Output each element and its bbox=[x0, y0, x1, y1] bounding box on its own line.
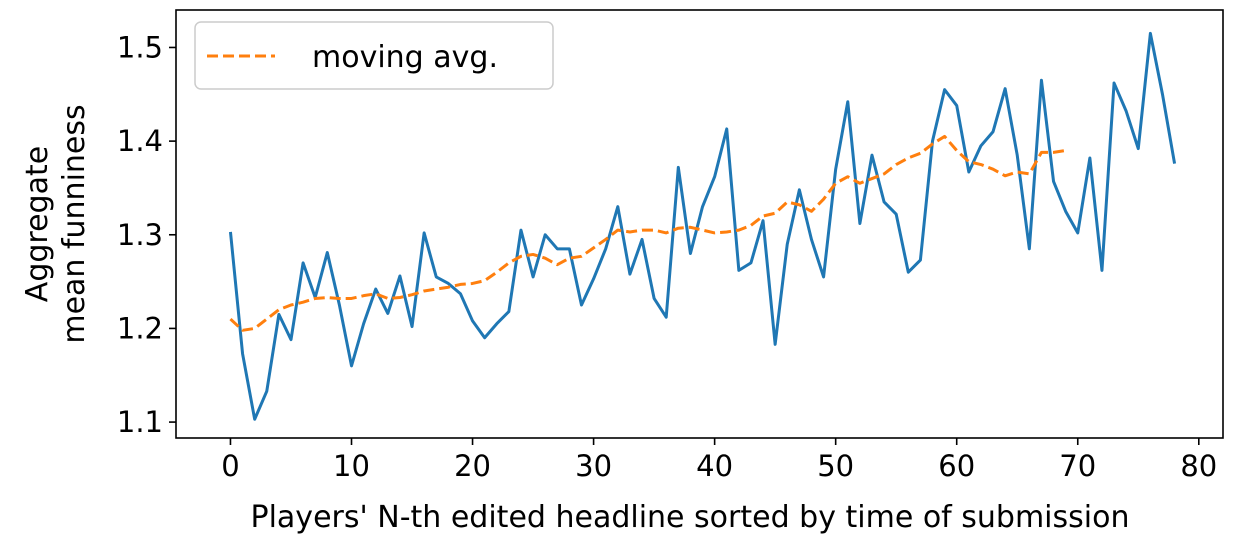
x-tick-label: 40 bbox=[696, 449, 733, 483]
x-axis: 0 10 20 30 40 50 60 70 80 bbox=[221, 438, 1217, 483]
x-tick-label: 0 bbox=[221, 449, 239, 483]
y-tick-label: 1.5 bbox=[117, 30, 163, 64]
y-axis-label-line-1: Aggregate bbox=[20, 146, 55, 302]
series-line-moving-avg bbox=[229, 134, 1066, 332]
y-axis-label-line-2: mean funniness bbox=[57, 104, 92, 343]
x-tick-label: 10 bbox=[333, 449, 370, 483]
legend-box bbox=[194, 21, 554, 90]
x-tick-label: 20 bbox=[454, 449, 491, 483]
y-axis: 1.1 1.2 1.3 1.4 1.5 bbox=[117, 30, 176, 439]
legend-label-moving-avg: moving avg. bbox=[312, 40, 498, 75]
y-tick-label: 1.2 bbox=[117, 311, 163, 345]
series-lines bbox=[228, 31, 1177, 421]
x-tick-label: 30 bbox=[575, 449, 612, 483]
x-tick-label: 60 bbox=[938, 449, 975, 483]
x-tick-label: 70 bbox=[1059, 449, 1096, 483]
x-axis-label: Players' N-th edited headline sorted by … bbox=[251, 500, 1130, 535]
y-tick-label: 1.4 bbox=[117, 124, 163, 158]
y-tick-label: 1.3 bbox=[117, 218, 163, 252]
legend: moving avg. bbox=[194, 21, 554, 90]
x-tick-label: 80 bbox=[1180, 449, 1217, 483]
y-tick-label: 1.1 bbox=[117, 405, 163, 439]
x-tick-label: 50 bbox=[817, 449, 854, 483]
series-line-0 bbox=[228, 31, 1177, 421]
